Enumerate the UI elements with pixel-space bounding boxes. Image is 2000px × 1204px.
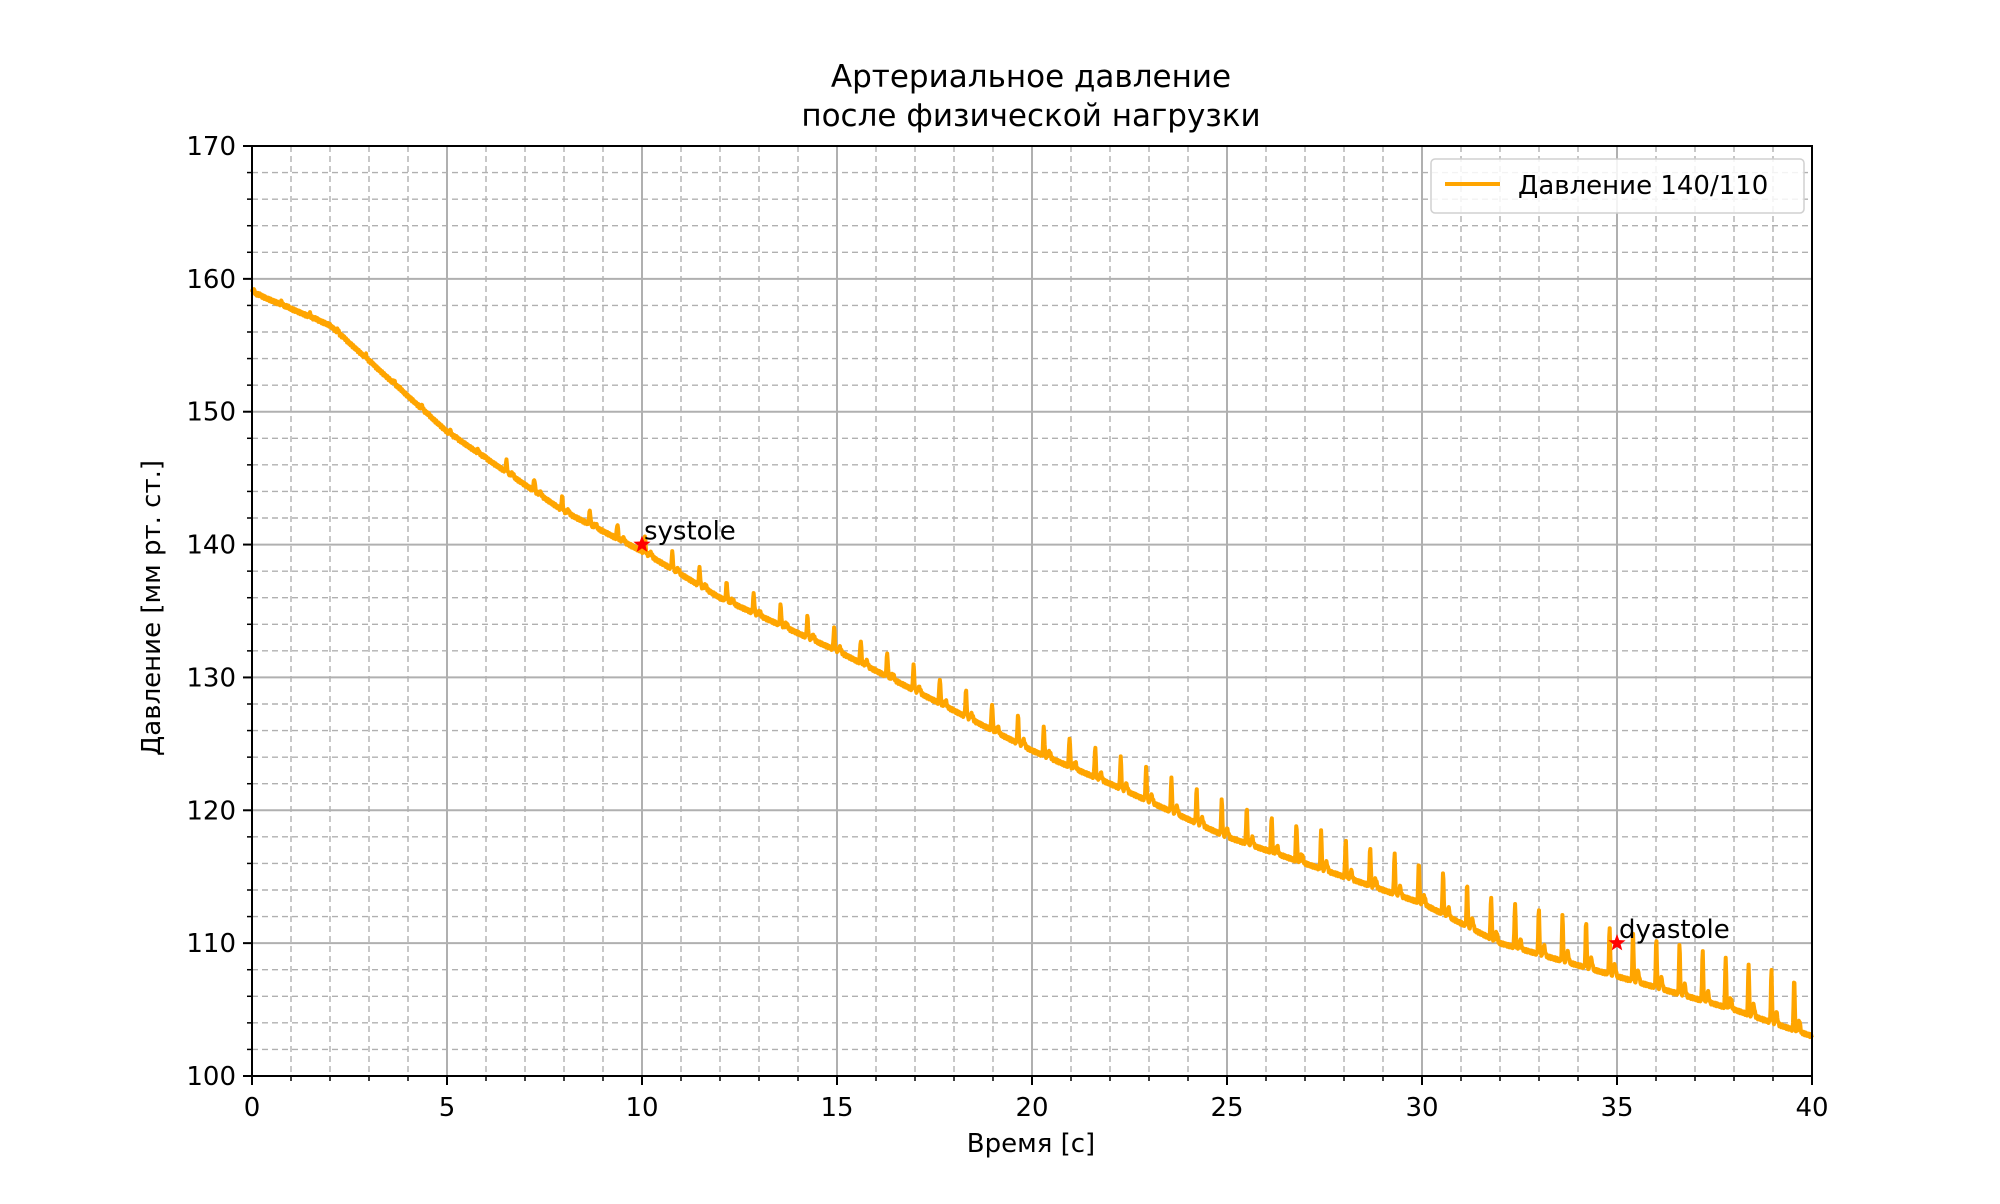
x-tick-label: 0	[244, 1093, 261, 1123]
x-tick-label: 10	[625, 1093, 658, 1123]
annotations: systole dyastole	[633, 517, 1730, 951]
y-tick-label: 150	[186, 398, 236, 428]
y-tick-label: 160	[186, 265, 236, 295]
legend: Давление 140/110	[1430, 158, 1805, 214]
annotation-star-marker	[1608, 934, 1626, 951]
x-tick-label: 35	[1600, 1093, 1633, 1123]
x-axis-label: Время [с]	[967, 1129, 1095, 1159]
series-line-pressure	[250, 287, 1814, 1040]
x-tick-label: 25	[1210, 1093, 1243, 1123]
y-axis-label: Давление [мм рт. ст.]	[137, 460, 167, 756]
x-tick-label: 40	[1795, 1093, 1828, 1123]
legend-label: Давление 140/110	[1518, 171, 1768, 201]
x-tick-label: 30	[1405, 1093, 1438, 1123]
y-tick-label: 120	[186, 796, 236, 826]
axis-ticks: 0 5 10 15 20 25 30 35 40 100 110 120 130 140 150 160 170	[186, 132, 1828, 1123]
annotation-star-marker	[633, 535, 651, 552]
chart-title-line-2: после физической нагрузки	[801, 98, 1260, 134]
series-layer	[250, 287, 1814, 1040]
x-tick-label: 20	[1015, 1093, 1048, 1123]
annotation-label: systole	[644, 517, 736, 547]
x-tick-label: 15	[820, 1093, 853, 1123]
legend-box	[1430, 158, 1805, 214]
grid	[251, 145, 1813, 1077]
y-tick-label: 140	[186, 531, 236, 561]
y-tick-label: 110	[186, 929, 236, 959]
annotation-label: dyastole	[1619, 915, 1730, 945]
y-tick-label: 130	[186, 663, 236, 693]
chart-title-line-1: Артериальное давление	[831, 59, 1231, 95]
x-tick-label: 5	[439, 1093, 456, 1123]
y-tick-label: 100	[186, 1062, 236, 1092]
y-tick-label: 170	[186, 132, 236, 162]
